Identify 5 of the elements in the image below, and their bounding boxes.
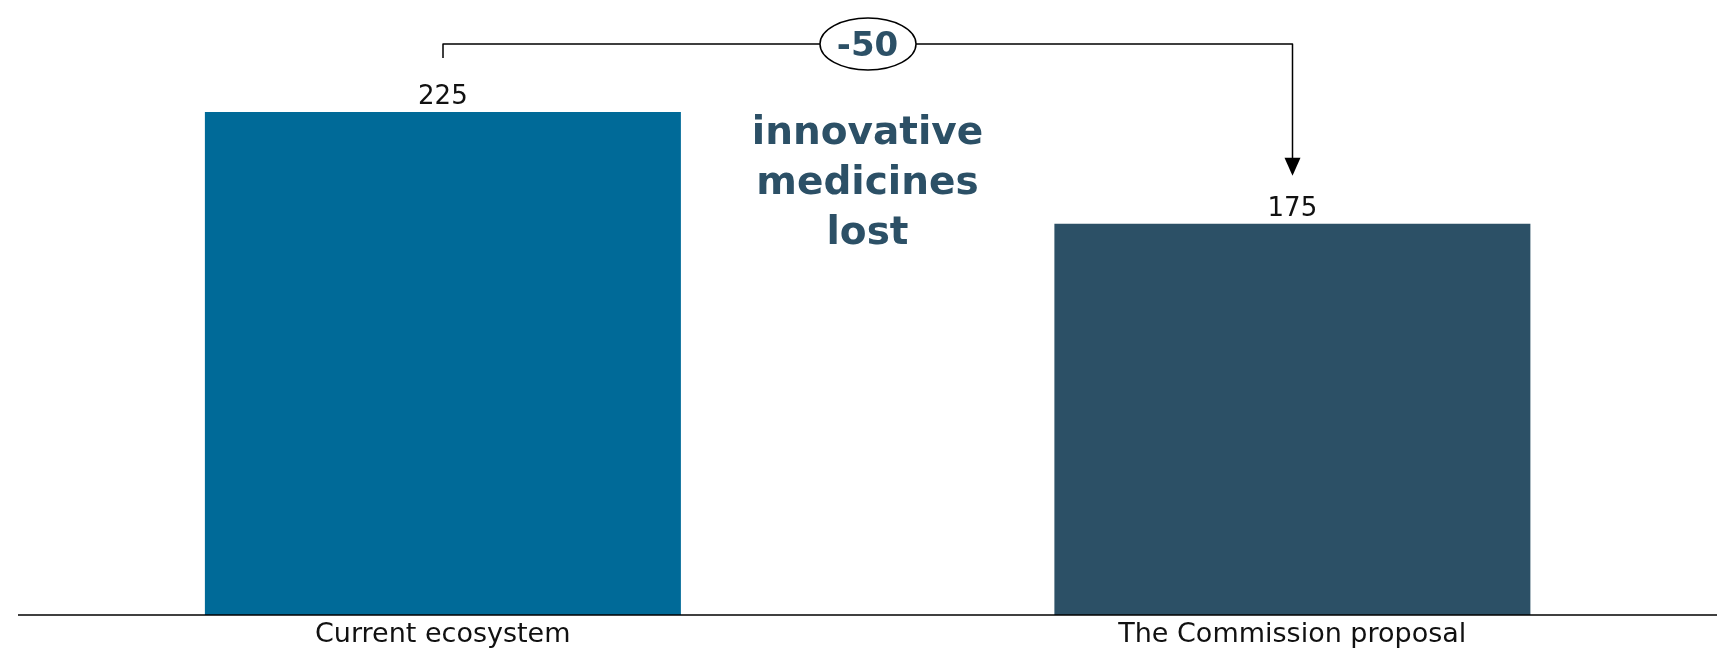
data-label: 225 [418, 80, 468, 110]
x-tick-label: The Commission proposal [1117, 617, 1467, 649]
x-tick-label: Current ecosystem [314, 617, 571, 649]
annotation: innovative medicines lost [750, 107, 985, 255]
data-label: 175 [1267, 191, 1318, 222]
